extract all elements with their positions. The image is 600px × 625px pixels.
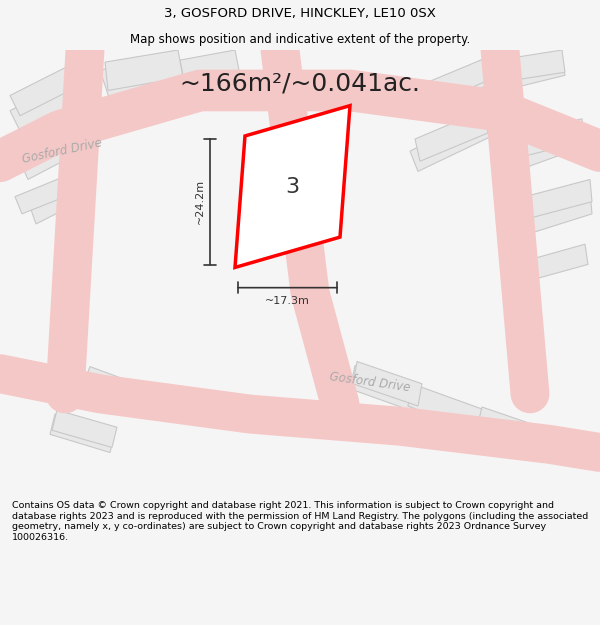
Polygon shape	[50, 414, 115, 452]
Polygon shape	[525, 179, 592, 219]
Polygon shape	[400, 389, 480, 439]
Polygon shape	[22, 121, 84, 164]
Text: Gosford Drive: Gosford Drive	[21, 136, 103, 166]
Text: ~166m²/~0.041ac.: ~166m²/~0.041ac.	[179, 71, 421, 96]
Polygon shape	[513, 119, 585, 158]
Polygon shape	[420, 50, 510, 109]
Polygon shape	[105, 50, 183, 91]
Text: 3, GOSFORD DRIVE, HINCKLEY, LE10 0SX: 3, GOSFORD DRIVE, HINCKLEY, LE10 0SX	[164, 8, 436, 21]
Text: ~17.3m: ~17.3m	[265, 296, 310, 306]
Polygon shape	[15, 173, 78, 214]
Polygon shape	[30, 184, 84, 224]
Polygon shape	[410, 116, 490, 171]
Polygon shape	[180, 50, 240, 86]
Polygon shape	[490, 52, 565, 92]
Polygon shape	[477, 407, 547, 451]
Polygon shape	[350, 366, 420, 412]
Polygon shape	[82, 366, 150, 411]
Text: Map shows position and indicative extent of the property.: Map shows position and indicative extent…	[130, 32, 470, 46]
Polygon shape	[510, 126, 585, 171]
Polygon shape	[520, 244, 588, 282]
Polygon shape	[498, 50, 565, 82]
Polygon shape	[408, 384, 482, 432]
Polygon shape	[10, 81, 80, 131]
Polygon shape	[475, 410, 545, 457]
Polygon shape	[52, 410, 117, 447]
Polygon shape	[80, 372, 148, 416]
Text: Gosford Drive: Gosford Drive	[329, 369, 411, 394]
Polygon shape	[100, 52, 185, 101]
Polygon shape	[415, 111, 488, 161]
Polygon shape	[420, 50, 510, 117]
Polygon shape	[20, 133, 82, 179]
Polygon shape	[525, 192, 592, 234]
Text: ~24.2m: ~24.2m	[195, 179, 205, 224]
Text: 3: 3	[286, 176, 299, 196]
Text: Contains OS data © Crown copyright and database right 2021. This information is : Contains OS data © Crown copyright and d…	[12, 501, 588, 542]
Polygon shape	[10, 65, 80, 116]
Polygon shape	[353, 361, 422, 406]
Polygon shape	[235, 106, 350, 268]
